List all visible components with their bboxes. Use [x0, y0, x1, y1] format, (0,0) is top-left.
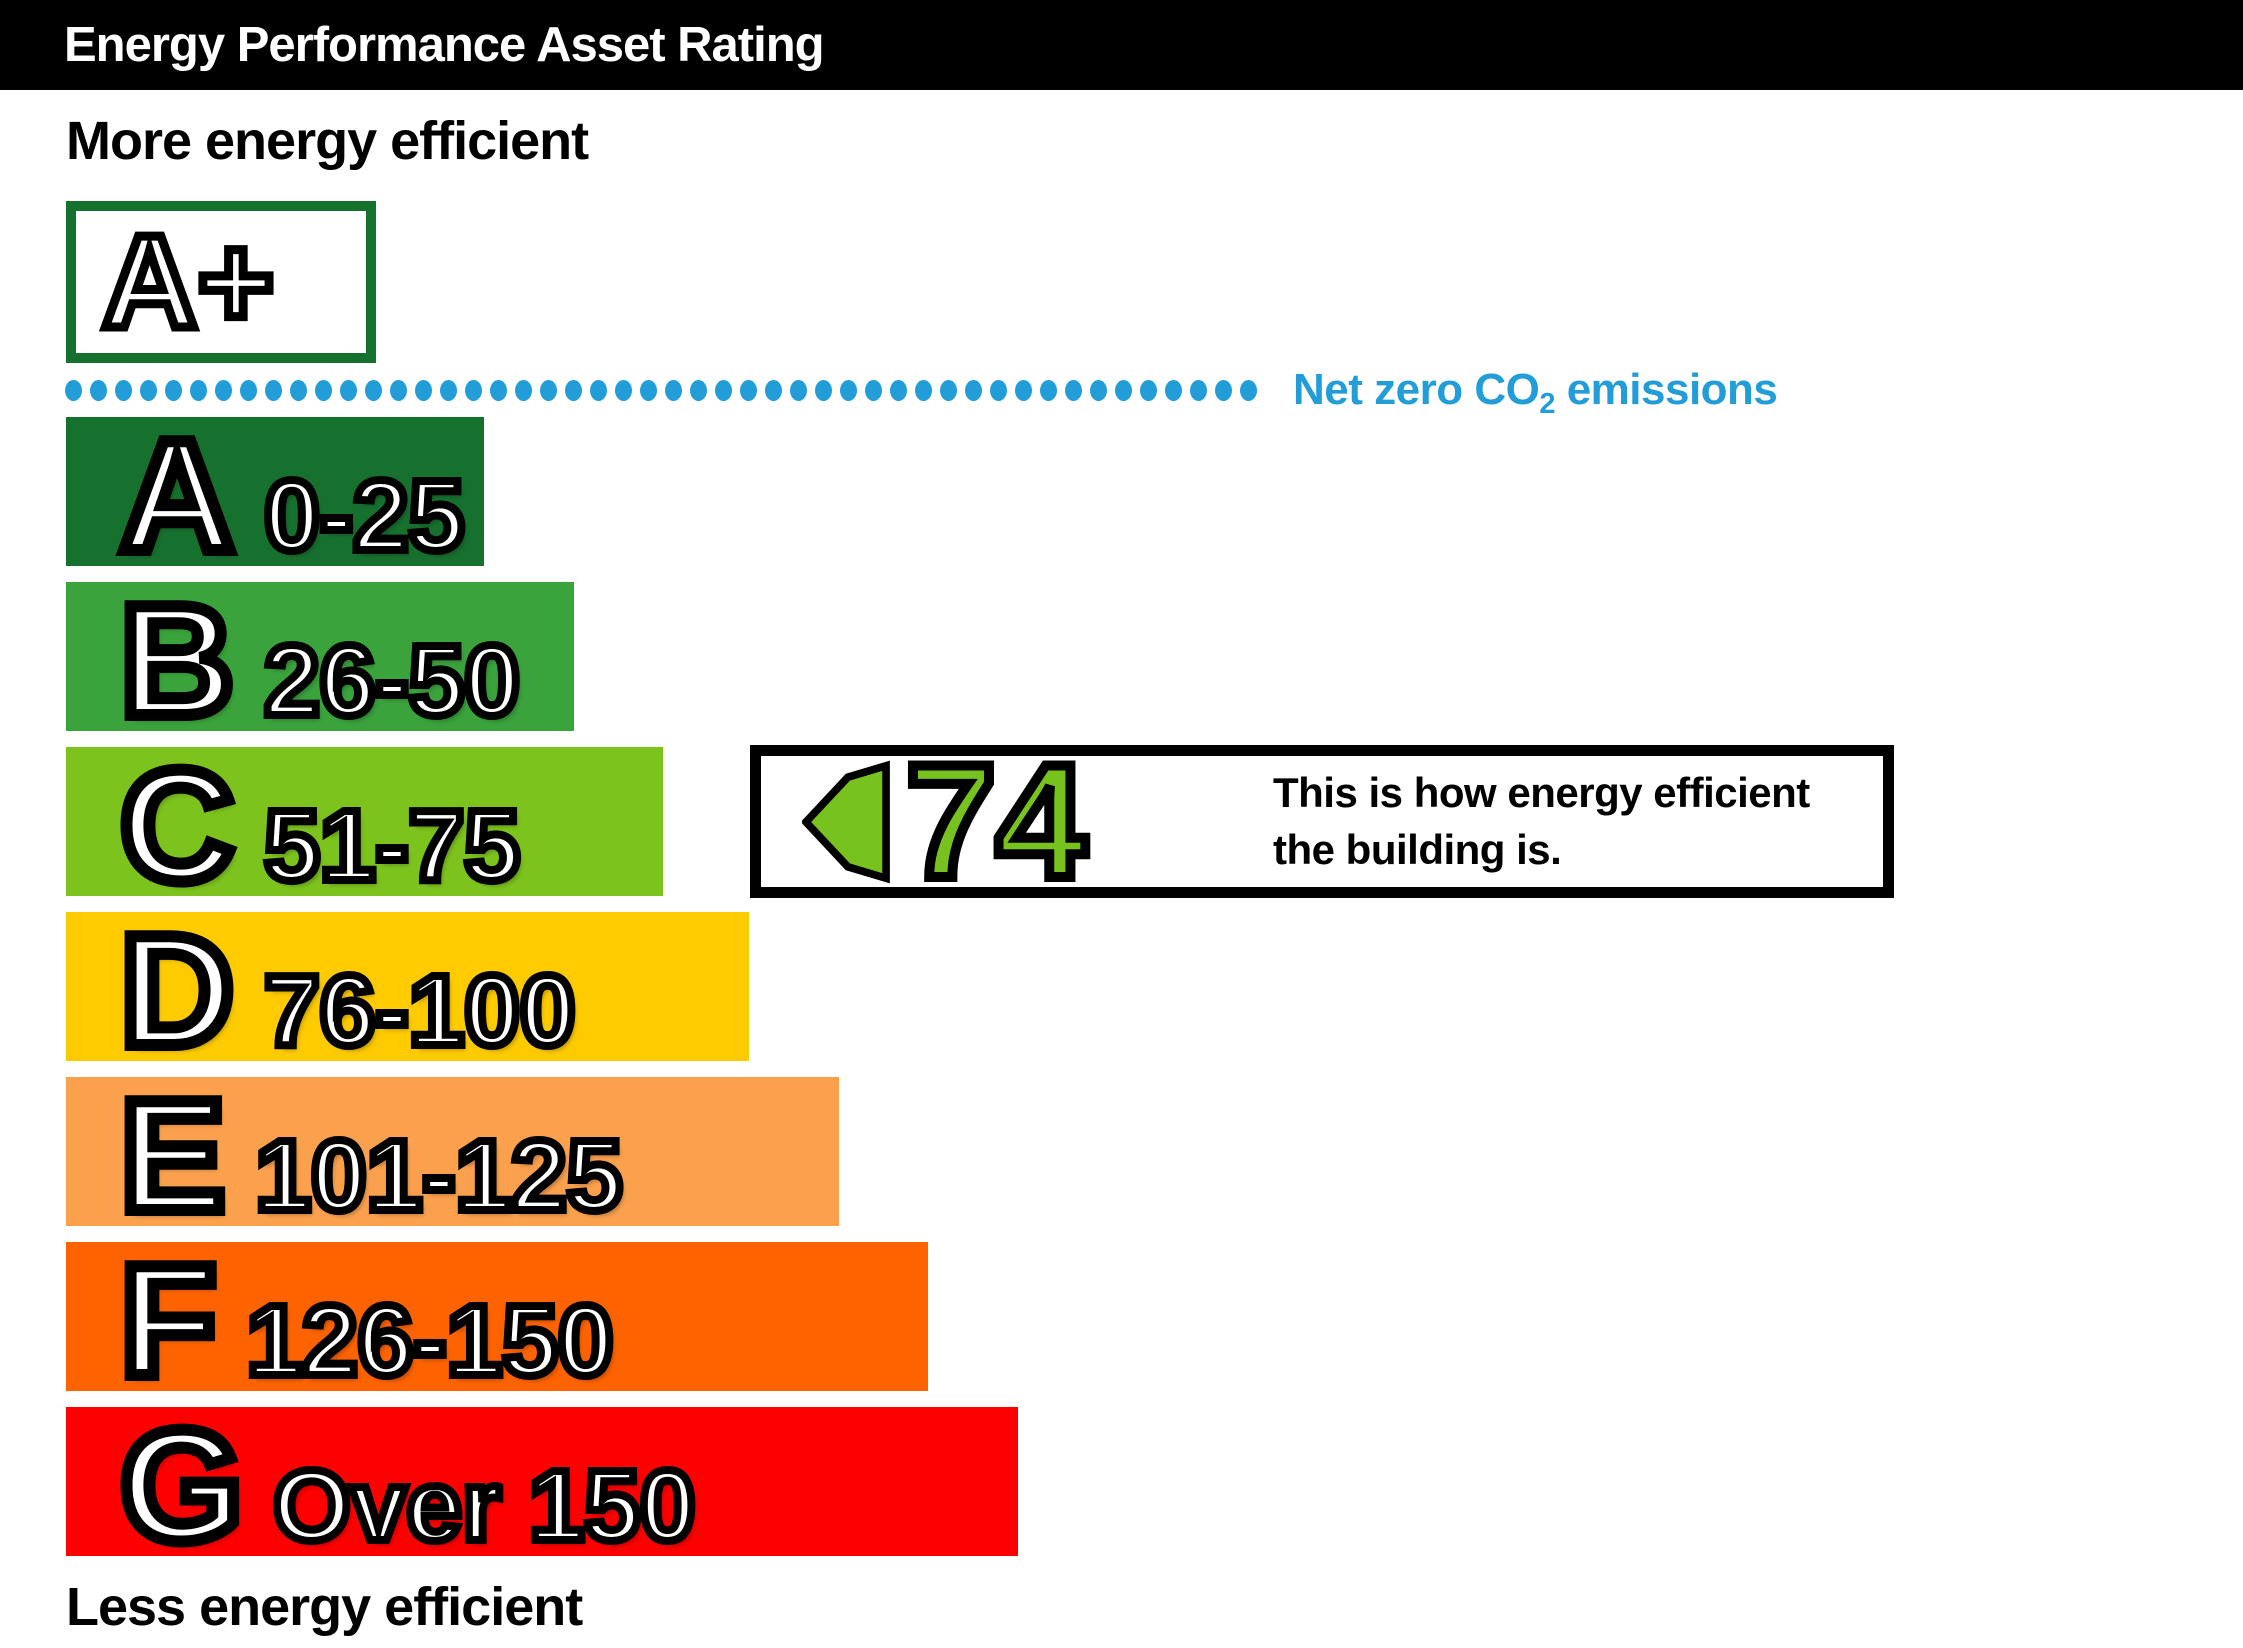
- dotted-line-dot: [1090, 379, 1107, 401]
- netzero-label-prefix: Net zero CO: [1293, 365, 1540, 414]
- band-label: G Over 150: [114, 1401, 700, 1615]
- dotted-line-dot: [1065, 379, 1082, 401]
- band-letter: G: [114, 1398, 249, 1574]
- band-label: F 126-150: [114, 1236, 618, 1450]
- dotted-line-dot: [915, 379, 932, 401]
- band-label: D 76-100: [114, 906, 580, 1120]
- dotted-line-dot: [565, 379, 582, 401]
- page-title: Energy Performance Asset Rating: [64, 18, 825, 72]
- dotted-line-dot: [990, 379, 1007, 401]
- dotted-line-dot: [415, 379, 432, 401]
- netzero-dotted-line: [65, 379, 1257, 401]
- dotted-line-dot: [1165, 379, 1182, 401]
- dotted-line-dot: [715, 379, 732, 401]
- band-letter: D: [114, 903, 240, 1079]
- dotted-line-dot: [815, 379, 832, 401]
- dotted-line-dot: [165, 379, 182, 401]
- band-letter: B: [114, 573, 240, 749]
- dotted-line-dot: [1240, 379, 1257, 401]
- band-label: A 0-25: [114, 411, 468, 625]
- dotted-line-dot: [190, 379, 207, 401]
- band-row: B 26-50: [66, 576, 574, 746]
- band-range: 101-125: [251, 1116, 626, 1236]
- dotted-line-dot: [890, 379, 907, 401]
- dotted-line-dot: [115, 379, 132, 401]
- rating-value: 74: [901, 730, 1091, 912]
- aplus-badge: A+: [66, 201, 376, 363]
- header-bar: Energy Performance Asset Rating: [0, 0, 2243, 90]
- band-row: F 126-150: [66, 1236, 928, 1406]
- rating-indicator-box: 74 This is how energy efficient the buil…: [750, 735, 1894, 907]
- dotted-line-dot: [365, 379, 382, 401]
- band-row: C 51-75: [66, 741, 663, 911]
- dotted-line-dot: [90, 379, 107, 401]
- netzero-label: Net zero CO2 emissions: [1293, 365, 1778, 420]
- dotted-line-dot: [965, 379, 982, 401]
- dotted-line-dot: [540, 379, 557, 401]
- netzero-line-row: Net zero CO2 emissions: [65, 365, 1778, 420]
- netzero-label-subscript: 2: [1539, 388, 1555, 420]
- dotted-line-dot: [340, 379, 357, 401]
- band-row: A 0-25: [66, 411, 484, 581]
- dotted-line-dot: [840, 379, 857, 401]
- band-range: 0-25: [260, 456, 468, 576]
- band-label: E 101-125: [114, 1071, 626, 1285]
- dotted-line-dot: [765, 379, 782, 401]
- band-letter: C: [114, 738, 240, 914]
- more-energy-efficient-label: More energy efficient: [66, 111, 589, 171]
- rating-bands: A 0-25 B 26-50 C 51-75 D 76-100 E 101-125: [66, 411, 1018, 1571]
- dotted-line-dot: [790, 379, 807, 401]
- dotted-line-dot: [440, 379, 457, 401]
- dotted-line-dot: [515, 379, 532, 401]
- rating-description-line1: This is how energy efficient: [1273, 768, 1810, 816]
- band-range: 51-75: [260, 786, 524, 906]
- dotted-line-dot: [1215, 379, 1232, 401]
- dotted-line-dot: [640, 379, 657, 401]
- band-label: B 26-50: [114, 576, 524, 790]
- dotted-line-dot: [1190, 379, 1207, 401]
- less-energy-efficient-label: Less energy efficient: [66, 1577, 583, 1637]
- dotted-line-dot: [290, 379, 307, 401]
- dotted-line-dot: [465, 379, 482, 401]
- band-range: Over 150: [269, 1446, 700, 1566]
- dotted-line-dot: [215, 379, 232, 401]
- dotted-line-dot: [865, 379, 882, 401]
- band-label: C 51-75: [114, 741, 524, 955]
- dotted-line-dot: [615, 379, 632, 401]
- dotted-line-dot: [1115, 379, 1132, 401]
- band-range: 76-100: [260, 951, 579, 1071]
- rating-arrow-icon: [802, 760, 890, 884]
- dotted-line-dot: [665, 379, 682, 401]
- band-row: G Over 150: [66, 1401, 1018, 1571]
- dotted-line-dot: [390, 379, 407, 401]
- dotted-line-dot: [240, 379, 257, 401]
- band-row: D 76-100: [66, 906, 749, 1076]
- rating-description: This is how energy efficient the buildin…: [1273, 764, 1810, 880]
- dotted-line-dot: [1015, 379, 1032, 401]
- dotted-line-dot: [65, 379, 82, 401]
- dotted-line-dot: [590, 379, 607, 401]
- rating-description-line2: the building is.: [1273, 826, 1562, 874]
- band-row: E 101-125: [66, 1071, 839, 1241]
- dotted-line-dot: [265, 379, 282, 401]
- netzero-label-suffix: emissions: [1554, 365, 1778, 414]
- band-range: 26-50: [260, 621, 524, 741]
- band-letter: F: [114, 1233, 222, 1409]
- dotted-line-dot: [1140, 379, 1157, 401]
- dotted-line-dot: [140, 379, 157, 401]
- dotted-line-dot: [490, 379, 507, 401]
- dotted-line-dot: [690, 379, 707, 401]
- dotted-line-dot: [740, 379, 757, 401]
- aplus-label: A+: [97, 208, 278, 355]
- band-letter: E: [114, 1068, 231, 1244]
- dotted-line-dot: [315, 379, 332, 401]
- band-range: 126-150: [243, 1281, 618, 1401]
- band-letter: A: [114, 408, 240, 584]
- dotted-line-dot: [1040, 379, 1057, 401]
- dotted-line-dot: [940, 379, 957, 401]
